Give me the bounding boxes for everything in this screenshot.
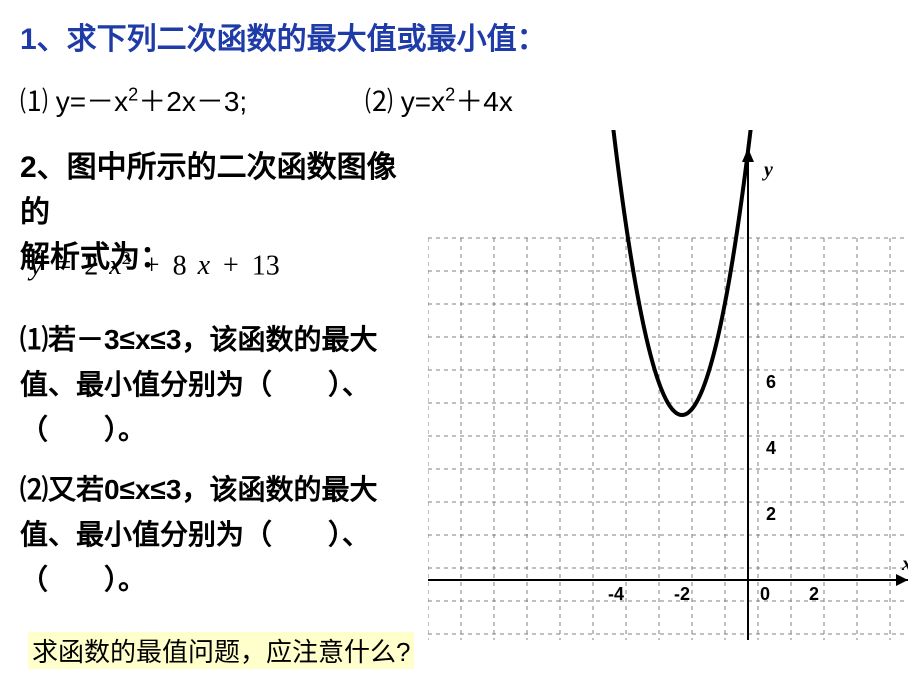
svg-text:6: 6 [766,372,776,392]
eq1: ⑴ y=－x2＋2x－3; [20,86,247,117]
footer-question: 求函数的最值问题，应注意什么? [28,632,414,669]
eq2: ⑵ y=x2＋4x [365,86,513,117]
svg-text:4: 4 [766,438,776,458]
svg-text:-4: -4 [608,584,624,604]
sub-question-1: ⑴若－3≤x≤3，该函数的最大值、最小值分别为（ ）、（ ）。 [20,318,400,452]
problem-2-title-line1: 2、图中所示的二次函数图像的 [20,145,420,235]
svg-text:2: 2 [809,584,819,604]
problem-1-title: 1、求下列二次函数的最大值或最小值： [20,14,547,58]
svg-text:x: x [901,553,908,575]
chart-svg: -4 -2 2 0 2 4 6 x y [428,130,908,640]
formula: y = 2 x2 + 8 x + 13 [30,248,280,282]
svg-text:0: 0 [760,584,770,604]
chart: -4 -2 2 0 2 4 6 x y [428,130,908,640]
problem-1-equations: ⑴ y=－x2＋2x－3; ⑵ y=x2＋4x [20,80,513,120]
sub-question-2: ⑵又若0≤x≤3，该函数的最大值、最小值分别为（ ）、（ ）。 [20,468,400,602]
svg-text:2: 2 [766,504,776,524]
svg-text:y: y [762,159,773,181]
svg-text:-2: -2 [674,584,690,604]
